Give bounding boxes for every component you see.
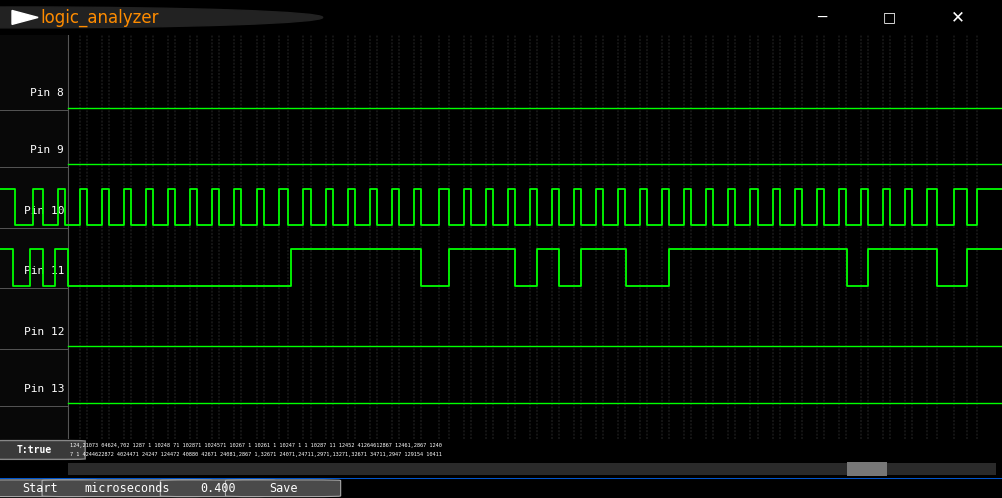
FancyBboxPatch shape (0, 480, 97, 497)
Text: 0.400: 0.400 (200, 482, 235, 495)
FancyBboxPatch shape (160, 480, 276, 497)
Text: Start: Start (22, 482, 57, 495)
Bar (68, 463, 996, 476)
Text: 124,21073 04624,702 1287 1 10248 71 102871 1024571 10267 1 10261 1 10247 1 1 102: 124,21073 04624,702 1287 1 10248 71 1028… (70, 443, 442, 448)
FancyBboxPatch shape (0, 441, 85, 459)
Polygon shape (12, 10, 38, 24)
Text: 7 1 4244622872 4024471 24247 124472 40880 42671 24081,2867 1,32671 24071,24711,2: 7 1 4244622872 4024471 24247 124472 4088… (70, 452, 442, 457)
Text: ─: ─ (817, 10, 827, 25)
Bar (0, 35, 68, 439)
Text: □: □ (883, 10, 897, 24)
Text: Pin 10: Pin 10 (24, 206, 64, 216)
Text: microseconds: microseconds (84, 482, 170, 495)
Text: Pin 8: Pin 8 (30, 89, 64, 99)
Text: ✕: ✕ (951, 8, 965, 26)
Text: logic_analyzer: logic_analyzer (40, 8, 158, 26)
Text: T:true: T:true (16, 445, 52, 455)
Text: Pin 12: Pin 12 (24, 327, 64, 337)
Circle shape (0, 7, 323, 28)
Text: Save: Save (269, 482, 298, 495)
FancyBboxPatch shape (42, 480, 212, 497)
Text: Pin 11: Pin 11 (24, 266, 64, 276)
Text: Pin 13: Pin 13 (24, 383, 64, 394)
Bar (847, 462, 887, 476)
FancyBboxPatch shape (225, 480, 341, 497)
Text: Pin 9: Pin 9 (30, 145, 64, 155)
